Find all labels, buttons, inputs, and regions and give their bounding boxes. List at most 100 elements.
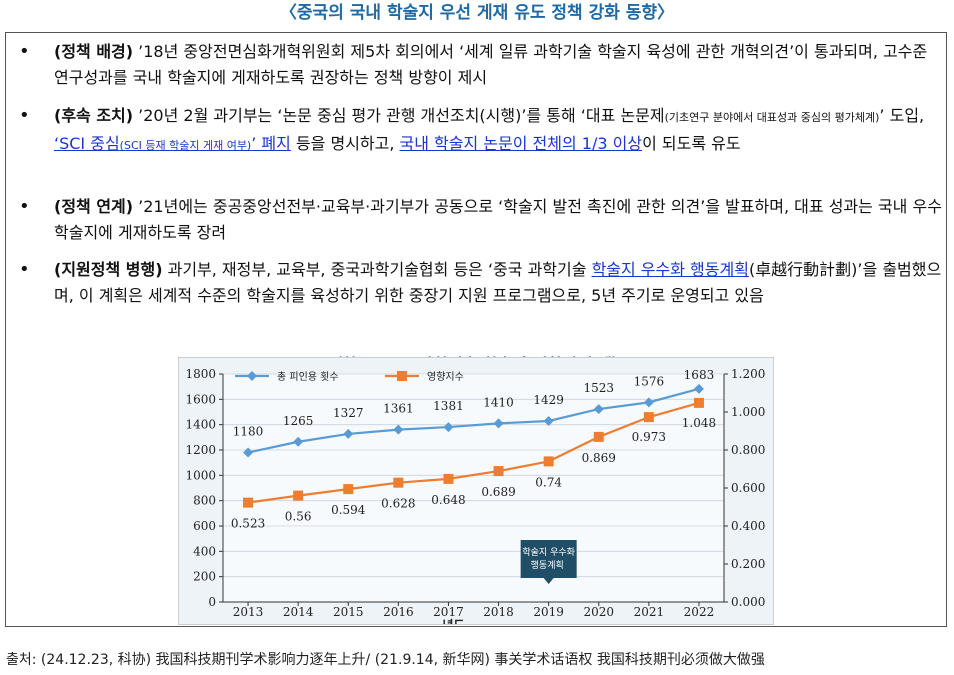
data-label-citations: 1265	[283, 414, 314, 428]
chart-container: 0 200 400 600 800 1000 1200 1400 1600 1800 0.000 0.…	[178, 357, 774, 632]
data-point-impact-factor	[643, 412, 654, 423]
data-point-impact-factor	[443, 473, 454, 484]
annotation-box	[520, 540, 577, 578]
bullet-label: (정책 연계)	[54, 197, 134, 216]
bullet-text: 이 되도록 유도	[642, 134, 741, 153]
page-title: 〈중국의 국내 학술지 우선 게재 유도 정책 강화 동향〉	[279, 3, 675, 23]
data-label-impact-factor: 0.56	[285, 510, 312, 524]
bullet-text: ’ 도입,	[879, 106, 925, 125]
x-tick-label: 2020	[583, 605, 614, 619]
y-right-tick-label: 0.200	[731, 557, 765, 571]
y-right-tick-label: 0.600	[731, 481, 765, 495]
series-line-2	[247, 401, 700, 504]
link-text[interactable]: ‘SCI 중심	[54, 134, 120, 153]
data-label-impact-factor: 0.628	[381, 497, 415, 511]
x-axis-label: 년도	[442, 618, 464, 624]
x-tick-label: 2014	[283, 605, 314, 619]
bullet-text: 등을 명시하고,	[290, 134, 400, 153]
data-label-impact-factor: 0.74	[535, 475, 562, 489]
data-label-impact-factor: 1.048	[682, 416, 716, 430]
data-point-citations	[493, 418, 504, 429]
bullet-text: ’18년 중앙전면심화개혁위원회 제5차 회의에서 ‘세계 일류 과학기술 학술…	[54, 42, 928, 87]
data-label-citations: 1410	[483, 395, 514, 409]
bullet-text: ’21년에는 중공중앙선전부·교육부·과기부가 공동으로 ‘학술지 발전 촉진에…	[54, 197, 942, 242]
data-point-impact-factor	[343, 484, 354, 495]
line-chart: 0 200 400 600 800 1000 1200 1400 1600 1800 0.000 0.…	[185, 367, 765, 632]
data-point-citations	[393, 424, 404, 435]
link-sci[interactable]: ‘SCI 중심(SCI 등재 학술지 게재 여부)’ 폐지	[54, 134, 291, 153]
data-label-citations: 1361	[383, 402, 414, 416]
data-label-citations: 1683	[684, 368, 715, 382]
bullet-text: ’20년 2월 과기부는 ‘논문 중심 평가 관행 개선조치(시행)’를 통해 …	[133, 106, 665, 125]
y-left-tick-label: 1600	[185, 392, 216, 406]
y-right-tick-label: 0.800	[731, 443, 765, 457]
y-right-tick-label: 1.200	[731, 367, 765, 381]
data-point-citations	[293, 436, 304, 447]
bullet-label: (정책 배경)	[54, 42, 134, 61]
bullet-text: 과기부, 재정부, 교육부, 중국과학기술협회 등은 ‘중국 과학기술	[162, 260, 592, 279]
data-point-impact-factor	[493, 466, 504, 477]
data-point-citations	[243, 447, 254, 458]
bullet-dot: •	[19, 259, 30, 280]
data-label-citations: 1381	[433, 399, 464, 413]
annotation-pointer	[543, 578, 554, 584]
data-label-citations: 1327	[333, 406, 364, 420]
data-point-citations	[343, 428, 354, 439]
x-tick-label: 2017	[433, 605, 464, 619]
legend-label-impact-factor: 영향지수	[427, 371, 464, 383]
data-point-impact-factor	[293, 490, 304, 501]
link-action-plan[interactable]: 학술지 우수화 행동계획	[591, 260, 749, 279]
data-label-citations: 1576	[634, 374, 665, 388]
y-left-tick-label: 1400	[185, 418, 216, 432]
data-point-impact-factor	[543, 456, 554, 467]
data-point-citations	[593, 404, 604, 415]
bullet-dot: •	[19, 105, 30, 126]
data-label-citations: 1429	[533, 393, 564, 407]
data-label-impact-factor: 0.594	[331, 503, 366, 517]
y-right-tick-label: 1.000	[731, 405, 765, 419]
data-point-citations	[543, 415, 554, 426]
x-tick-label: 2013	[233, 605, 264, 619]
bullet-note: (기초연구 분야에서 대표성과 중심의 평가체계)	[664, 111, 880, 124]
bullet-label: (후속 조치)	[54, 106, 134, 125]
bullet-label: (지원정책 병행)	[54, 260, 163, 279]
x-tick-label: 2015	[333, 605, 364, 619]
bullet-text: (卓越行動計劃)’을 출범했으며, 이 계획은 세계적 수준의 학술지를 육성하…	[54, 260, 942, 305]
y-left-tick-label: 800	[193, 494, 216, 508]
annotation-label: 학술지 우수화	[522, 547, 575, 558]
y-left-tick-label: 1000	[185, 468, 216, 482]
link-domestic-journals[interactable]: 국내 학술지 논문이 전체의 1/3 이상	[399, 134, 643, 153]
data-point-citations	[643, 397, 654, 408]
legend-marker-citations	[247, 371, 257, 381]
legend-marker-impact-factor	[397, 371, 407, 381]
y-left-tick-label: 1800	[185, 367, 216, 381]
x-tick-label: 2016	[383, 605, 414, 619]
x-tick-label: 2021	[634, 605, 665, 619]
y-left-tick-label: 1200	[185, 443, 216, 457]
data-point-citations	[693, 383, 704, 394]
y-left-tick-label: 400	[193, 544, 216, 558]
data-point-impact-factor	[243, 497, 254, 508]
annotation-label: 행동계획	[531, 559, 564, 571]
y-left-tick-label: 600	[193, 519, 216, 533]
y-right-tick-label: 0.000	[731, 595, 765, 609]
data-point-impact-factor	[693, 397, 704, 408]
y-left-tick-label: 200	[193, 570, 216, 584]
data-label-citations: 1523	[583, 381, 614, 395]
data-label-impact-factor: 0.523	[231, 517, 265, 531]
y-left-tick-label: 0	[208, 595, 216, 609]
data-label-citations: 1180	[233, 425, 264, 439]
source-note: 출처: (24.12.23, 科协) 我国科技期刊学术影响力逐年上升/ (21.…	[6, 652, 765, 668]
data-point-citations	[443, 422, 454, 433]
series-line-1	[247, 387, 700, 454]
x-tick-label: 2019	[533, 605, 564, 619]
x-tick-label: 2022	[684, 605, 715, 619]
y-right-tick-label: 0.400	[731, 519, 765, 533]
link-note[interactable]: (SCI 등재 학술지 게재 여부)	[119, 139, 252, 152]
data-point-impact-factor	[593, 431, 604, 442]
data-label-impact-factor: 0.973	[632, 430, 666, 444]
data-label-impact-factor: 0.689	[481, 485, 515, 499]
link-text[interactable]: ’ 폐지	[251, 134, 291, 153]
plot-area	[223, 374, 724, 602]
bullet-dot: •	[19, 41, 30, 62]
